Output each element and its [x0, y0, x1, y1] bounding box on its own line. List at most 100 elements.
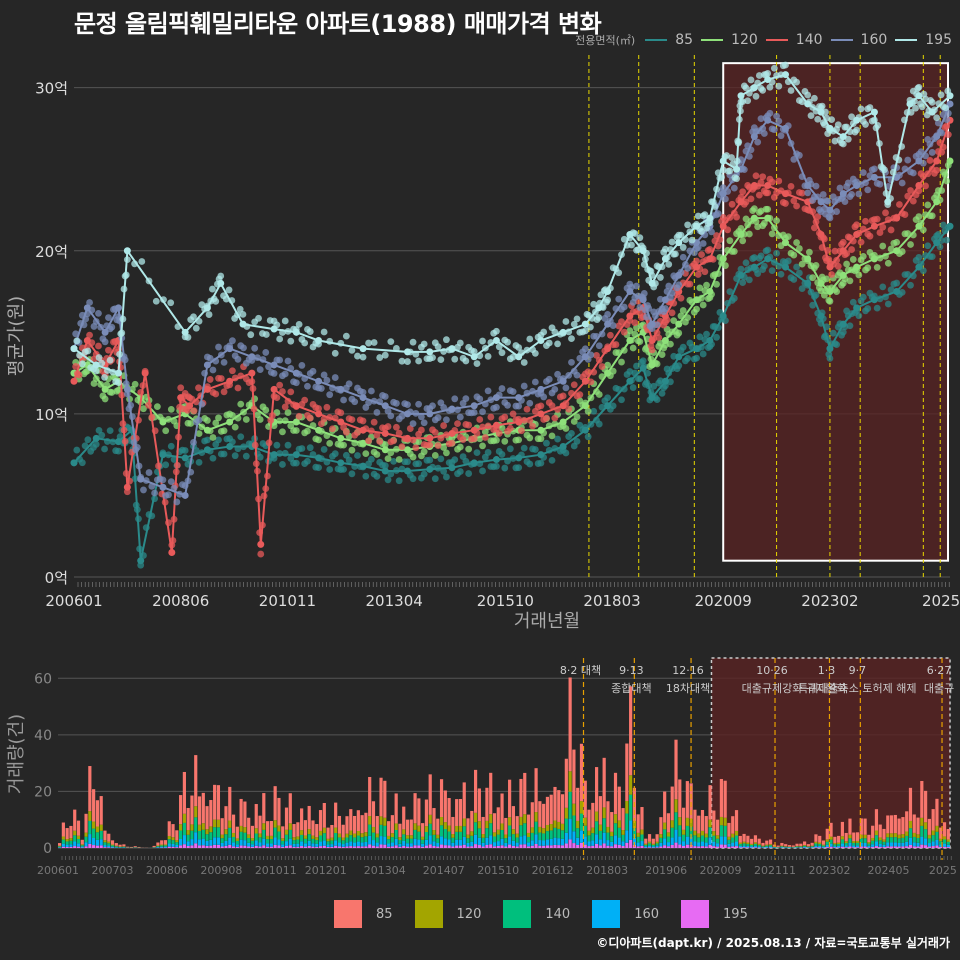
volume-bar-85	[613, 772, 618, 815]
volume-bar-140	[496, 834, 500, 842]
price-point-85	[395, 477, 403, 485]
volume-bar-160	[889, 842, 894, 847]
price-point-195	[662, 245, 669, 253]
volume-bar-140	[409, 838, 413, 844]
price-marker-160	[626, 288, 634, 296]
volume-bar-85	[92, 789, 96, 822]
volume-bar-140	[61, 839, 65, 844]
volume-bar-140	[281, 840, 285, 845]
volume-bar-140	[190, 830, 194, 840]
price-point-140	[747, 195, 755, 203]
volume-bar-85	[360, 815, 364, 834]
volume-bar-195	[398, 846, 402, 848]
price-point-85	[501, 464, 509, 472]
volume-bar-195	[330, 846, 334, 848]
price-marker-120	[226, 418, 234, 426]
price-marker-85	[181, 454, 189, 462]
volume-bar-195	[742, 847, 746, 848]
volume-bar-140	[799, 846, 803, 848]
price-point-120	[636, 338, 644, 346]
price-marker-160	[826, 206, 834, 214]
price-point-85	[833, 341, 841, 349]
volume-bar-160	[678, 836, 682, 845]
volume-bar-160	[942, 843, 947, 847]
price-point-160	[760, 130, 768, 137]
price-marker-195	[733, 165, 741, 173]
volume-bar-85	[674, 739, 678, 800]
price-point-120	[626, 327, 634, 335]
volume-bar-160	[284, 841, 289, 846]
volume-bar-160	[753, 845, 758, 848]
price-point-160	[864, 186, 872, 194]
volume-bar-120	[84, 832, 88, 837]
price-point-160	[684, 264, 692, 272]
price-marker-140	[915, 182, 923, 189]
price-point-140	[417, 426, 425, 434]
price-point-120	[456, 443, 464, 451]
volume-bar-85	[734, 810, 739, 831]
volume-bar-85	[428, 774, 432, 815]
price-marker-85	[853, 304, 861, 312]
volume-bar-140	[874, 835, 879, 842]
price-point-85	[98, 431, 106, 439]
volume-bar-85	[107, 833, 111, 842]
volume-bar-195	[451, 846, 455, 848]
price-point-195	[138, 258, 146, 265]
volume-bar-140	[511, 834, 515, 841]
volume-bar-120	[606, 826, 610, 833]
price-marker-120	[706, 288, 714, 296]
price-point-160	[679, 253, 687, 261]
price-point-85	[809, 301, 817, 309]
volume-bar-85	[152, 845, 156, 848]
volume-bar-195	[421, 846, 425, 848]
volume-bar-140	[277, 831, 281, 840]
volume-bar-160	[681, 841, 686, 846]
price-point-120	[209, 434, 217, 441]
volume-bar-120	[296, 836, 300, 840]
price-marker-120	[626, 336, 634, 344]
volume-bar-195	[194, 843, 198, 848]
price-marker-85	[604, 402, 612, 410]
price-point-140	[476, 416, 484, 423]
volume-bar-140	[470, 835, 474, 842]
price-point-195	[429, 354, 436, 362]
price-point-140	[390, 437, 398, 445]
price-point-85	[326, 466, 334, 473]
volume-bar-120	[163, 844, 168, 846]
volume-bar-160	[209, 839, 213, 846]
volume-bar-140	[292, 840, 296, 844]
price-point-120	[924, 201, 932, 209]
volume-bar-140	[171, 840, 175, 844]
volume-legend: 85 120 140 160 195	[334, 900, 748, 928]
price-point-140	[506, 424, 514, 432]
price-point-85	[887, 286, 895, 294]
price-point-160	[398, 412, 406, 420]
price-point-140	[752, 172, 760, 180]
volume-bar-120	[511, 829, 515, 835]
volume-bar-140	[167, 839, 171, 844]
volume-bar-85	[799, 843, 803, 847]
volume-bar-140	[636, 836, 640, 843]
volume-bar-195	[659, 846, 663, 848]
legend-item-120: 120	[701, 32, 758, 48]
price-point-85	[864, 305, 872, 312]
price-point-195	[73, 337, 81, 345]
volume-bar-140	[534, 821, 538, 835]
price-marker-120	[764, 214, 772, 222]
price-point-120	[395, 456, 403, 463]
volume-bar-140	[462, 826, 466, 837]
volume-bar-160	[523, 835, 527, 845]
price-point-140	[876, 229, 884, 236]
volume-bar-120	[368, 816, 372, 825]
price-point-120	[167, 405, 175, 413]
price-point-160	[404, 401, 411, 409]
volume-bar-85	[629, 686, 633, 776]
price-point-195	[834, 121, 842, 129]
price-marker-85	[750, 263, 758, 271]
price-point-195	[342, 332, 350, 340]
price-point-195	[918, 103, 926, 111]
price-point-85	[893, 279, 901, 287]
legend-swatch	[681, 900, 710, 928]
volume-bar-140	[908, 828, 913, 838]
volume-bar-160	[821, 846, 826, 848]
